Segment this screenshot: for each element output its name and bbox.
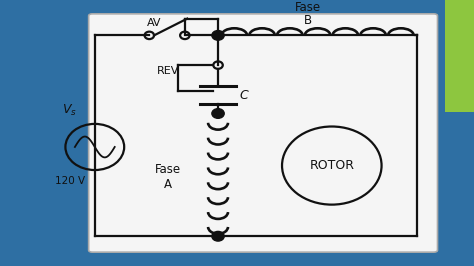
Text: Fase: Fase [155,163,182,176]
Text: B: B [304,14,312,27]
Text: $V_s$: $V_s$ [62,102,76,118]
Circle shape [212,31,224,40]
Text: ROTOR: ROTOR [310,159,354,172]
Text: AV: AV [147,18,162,28]
Text: A: A [164,178,172,191]
Text: C: C [239,89,248,102]
Circle shape [212,109,224,118]
Text: Fase: Fase [295,1,321,14]
Circle shape [212,231,224,241]
Text: 120 V: 120 V [55,176,85,186]
Text: REV: REV [156,66,179,76]
